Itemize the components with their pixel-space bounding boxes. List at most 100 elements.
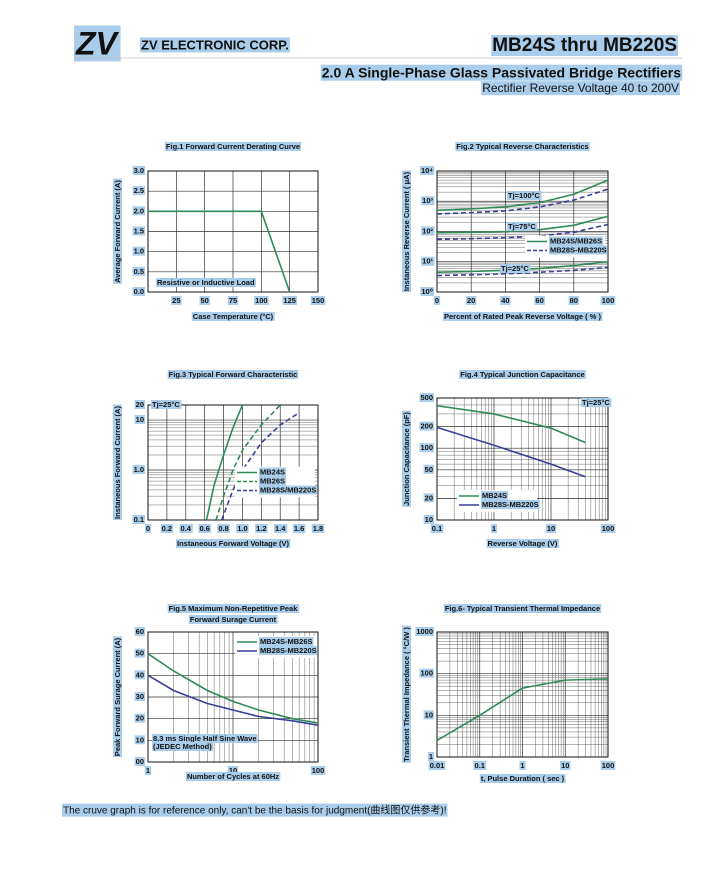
y-tick-label: 00 [136,757,144,766]
text-highlight [549,245,608,255]
x-tick-label: 1 [492,524,496,533]
plot-frame [147,170,319,293]
y-axis-label: Instaneous Forward Current (A) [113,406,122,519]
x-axis-label: Reverse Voltage (V) [488,539,558,548]
text-highlight [74,25,121,62]
text-highlight [421,226,435,236]
legend-label: MB28S/MB220S [260,485,316,494]
x-tick-label: 1.8 [313,524,323,533]
text-highlight [421,256,435,266]
y-tick-label: 1.5 [134,226,144,235]
text-highlight [481,490,509,500]
y-tick-label: 50 [136,649,144,658]
series-line [220,412,300,521]
series-line [436,266,609,277]
series-line [436,188,609,215]
text-highlight [401,625,411,763]
x-tick-label: 10 [229,766,237,775]
legend-label: MB26S [260,476,285,485]
text-highlight [191,311,275,321]
part-number: MB24S thru MB220S [492,35,677,56]
x-tick-label: 100 [255,296,268,305]
y-tick-label: 60 [136,627,144,636]
annotation: Tj=25°C [501,264,529,273]
x-tick-label: 10 [547,524,555,533]
x-tick-label: 0.2 [162,524,172,533]
y-tick-label: 2.0 [134,206,144,215]
text-highlight [600,523,616,533]
series-line [436,179,609,212]
text-highlight [549,236,604,246]
y-axis-label: Average Forward Current (A) [113,180,122,283]
y-tick-label: 20 [136,714,144,723]
text-highlight [459,369,586,379]
text-highlight [507,221,538,231]
text-highlight [227,295,239,305]
x-tick-label: 1.6 [294,524,304,533]
y-tick-label: 10 [425,710,433,719]
text-highlight [292,523,306,533]
x-tick-label: 20 [467,296,475,305]
text-highlight [442,311,603,321]
text-highlight [274,523,288,533]
y-tick-label: 0.0 [134,287,144,296]
text-highlight [259,485,318,495]
text-highlight [415,626,434,636]
x-tick-label: 100 [602,761,615,770]
chart: 0.01 0.1 1 10 100 1 10 100 1000 Fig.6- Typical Tr… [401,603,616,783]
text-highlight [227,765,239,775]
chart-title: Fig.5 Maximum Non-Repetitive Peak [169,604,299,613]
text-highlight [500,263,531,273]
text-highlight [132,465,145,475]
x-axis-label: Instaneous Forward Voltage (V) [177,539,289,548]
y-tick-label: 1.0 [134,247,144,256]
product-subtitle: Rectifier Reverse Voltage 40 to 200V [482,81,679,95]
text-highlight [144,523,152,533]
text-highlight [134,670,145,680]
x-tick-label: 0 [435,296,439,305]
x-tick-label: 100 [602,524,615,533]
text-highlight [423,464,434,474]
x-tick-label: 100 [602,296,615,305]
plot-frame [436,631,609,758]
legend-label: MB28S-MB220S [550,245,607,254]
x-tick-label: 0 [146,524,150,533]
text-highlight [481,81,680,96]
text-highlight [112,178,122,284]
chart: 0 0.2 0.4 0.6 0.8 1.0 1.2 1.4 1.6 1.8 0.1 1.0 10 20 MB… [112,369,325,548]
x-tick-label: 40 [501,296,509,305]
legend-label: MB24S/MB26S [550,236,602,245]
product-title: 2.0 A Single-Phase Glass Passivated Brid… [322,65,681,81]
chart: 25 50 75 100 125 150 0.0 0.5 1.0 1.5 2.0 2.5 3.0 Resi… [112,141,326,321]
text-highlight [134,626,145,636]
x-tick-label: 25 [172,296,180,305]
text-highlight [254,295,269,305]
text-highlight [421,196,435,206]
chart-title: Fig.6- Typical Transient Thermal Impedan… [445,604,600,613]
y-axis-label: Junction Capacitance (pF) [402,412,411,506]
series-line [436,223,609,241]
x-axis-label: Percent of Rated Peak Reverse Voltage ( … [444,312,602,321]
text-highlight [112,404,122,520]
text-highlight [134,756,145,766]
text-highlight [401,170,411,293]
annotation: (JEDEC Method) [153,742,212,751]
x-tick-label: 1 [146,766,150,775]
text-highlight [179,523,193,533]
series-line [148,210,291,293]
x-axis-label: Number of Cycles at 60Hz [187,772,279,781]
x-tick-label: 80 [570,296,578,305]
chart: 0 20 40 60 80 100 10⁰ 10¹ 10² 10³ 10⁴ MB24S/MB26SMB… [401,141,616,321]
text-highlight [581,397,612,407]
chart-title: Fig.1 Forward Current Derating Curve [166,142,300,151]
text-highlight [401,410,411,507]
text-highlight [420,286,434,296]
y-tick-label: 40 [136,670,144,679]
text-highlight [255,523,268,533]
x-tick-label: 100 [312,766,325,775]
series-line [436,426,586,478]
text-highlight [428,760,446,770]
text-highlight [132,266,145,276]
text-highlight [320,64,683,81]
text-highlight [490,523,498,533]
